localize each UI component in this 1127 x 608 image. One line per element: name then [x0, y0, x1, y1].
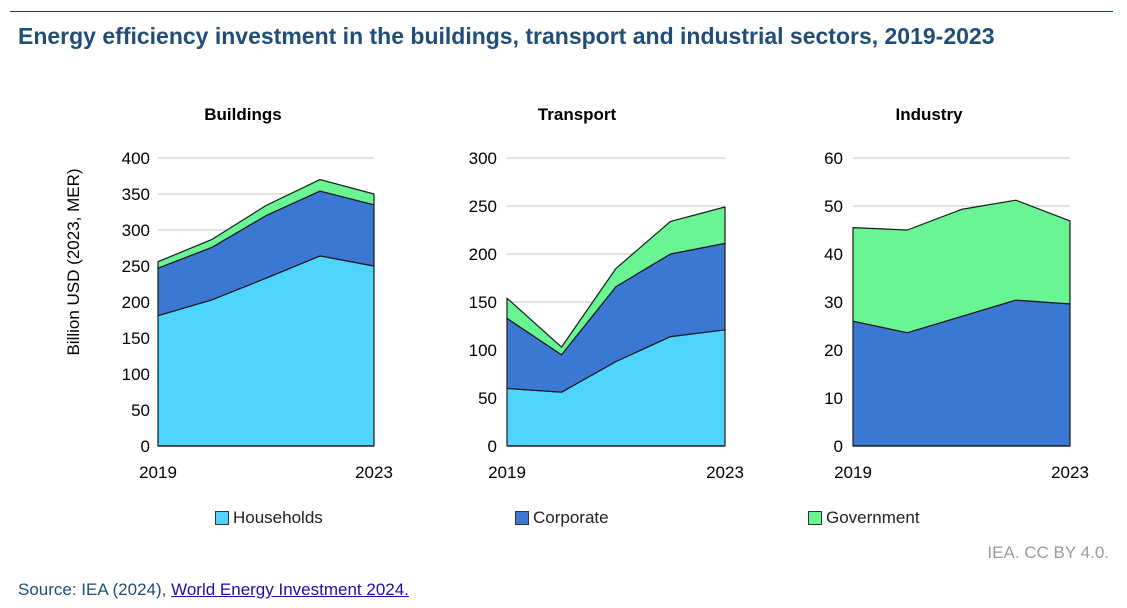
legend-swatch-government	[808, 511, 822, 525]
legend-item-government: Government	[808, 508, 920, 528]
y-tick-label: 20	[824, 341, 843, 360]
legend-item-corporate: Corporate	[515, 508, 609, 528]
x-tick-label: 2023	[706, 463, 744, 482]
area-government	[157, 179, 375, 269]
y-tick-label: 100	[469, 341, 497, 360]
panel-2: 0 10 20 30 40 50 60 2019 2023	[824, 149, 1089, 482]
legend-swatch-corporate	[515, 511, 529, 525]
y-axis-label: Billion USD (2023, MER)	[64, 168, 83, 355]
y-tick-label: 0	[488, 437, 497, 456]
area-government	[852, 199, 1071, 334]
legend-label-households: Households	[233, 508, 323, 527]
y-tick-label: 30	[824, 293, 843, 312]
panel-1: 0 50 100 150 200 250 300 2019 2023	[469, 149, 744, 482]
source-prefix: Source: IEA (2024),	[18, 580, 172, 599]
y-tick-label: 150	[469, 293, 497, 312]
y-tick-label: 50	[131, 401, 150, 420]
chart-title: Energy efficiency investment in the buil…	[18, 23, 995, 49]
x-tick-label: 2019	[139, 463, 177, 482]
source-line: Source: IEA (2024), World Energy Investm…	[18, 580, 409, 600]
x-tick-label: 2023	[1051, 463, 1089, 482]
y-tick-label: 0	[834, 437, 843, 456]
credit-text: IEA. CC BY 4.0.	[987, 543, 1109, 562]
panel-title-buildings: Buildings	[204, 105, 282, 124]
legend-item-households: Households	[215, 508, 323, 528]
top-rule	[10, 11, 1113, 12]
y-tick-label: 50	[824, 197, 843, 216]
source-link[interactable]: World Energy Investment 2024.	[171, 580, 409, 599]
y-tick-label: 10	[824, 389, 843, 408]
y-tick-label: 350	[122, 185, 150, 204]
panel-0: 0 50 100 150 200 250 300 350 400 2019 2023	[122, 149, 393, 482]
x-tick-label: 2019	[834, 463, 872, 482]
y-tick-label: 200	[122, 293, 150, 312]
y-tick-label: 200	[469, 245, 497, 264]
y-tick-label: 100	[122, 365, 150, 384]
y-tick-label: 60	[824, 149, 843, 168]
y-tick-label: 50	[478, 389, 497, 408]
legend-label-government: Government	[826, 508, 920, 527]
y-tick-label: 250	[469, 197, 497, 216]
y-tick-label: 150	[122, 329, 150, 348]
y-tick-label: 400	[122, 149, 150, 168]
y-tick-label: 300	[122, 221, 150, 240]
y-tick-label: 300	[469, 149, 497, 168]
panel-title-transport: Transport	[537, 105, 617, 124]
legend-label-corporate: Corporate	[533, 508, 609, 527]
x-tick-label: 2019	[488, 463, 526, 482]
legend-swatch-households	[215, 511, 229, 525]
panel-title-industry: Industry	[895, 105, 963, 124]
y-tick-label: 250	[122, 257, 150, 276]
x-tick-label: 2023	[355, 463, 393, 482]
y-tick-label: 0	[141, 437, 150, 456]
area-government	[506, 206, 726, 356]
y-tick-label: 40	[824, 245, 843, 264]
